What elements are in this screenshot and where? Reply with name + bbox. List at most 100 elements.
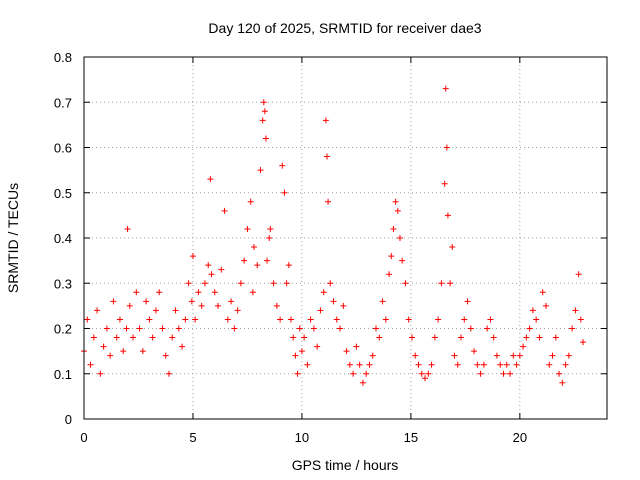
- data-point: [497, 361, 504, 368]
- data-point: [261, 108, 268, 115]
- data-point: [249, 289, 256, 296]
- data-point: [366, 361, 373, 368]
- data-point: [162, 352, 169, 359]
- data-point: [549, 352, 556, 359]
- data-points: [81, 85, 587, 386]
- data-point: [399, 257, 406, 264]
- data-point: [264, 257, 271, 264]
- data-point: [490, 334, 497, 341]
- data-point: [87, 361, 94, 368]
- data-point: [523, 334, 530, 341]
- data-point: [575, 271, 582, 278]
- data-point: [175, 325, 182, 332]
- data-point: [320, 289, 327, 296]
- data-point: [288, 316, 295, 323]
- data-point: [267, 225, 274, 232]
- data-point: [254, 262, 261, 269]
- data-point: [247, 198, 254, 205]
- data-point: [379, 298, 386, 305]
- data-point: [412, 352, 419, 359]
- x-axis-label: GPS time / hours: [292, 457, 399, 473]
- data-point: [447, 280, 454, 287]
- data-point: [189, 253, 196, 260]
- x-tick-labels: 0 5 10 15 20: [80, 430, 527, 445]
- data-point: [392, 198, 399, 205]
- data-point: [257, 167, 264, 174]
- y-tick-label: 0.8: [54, 50, 72, 65]
- data-point: [304, 361, 311, 368]
- y-axis-label: SRMTID / TECUs: [5, 183, 21, 293]
- data-point: [146, 316, 153, 323]
- data-point: [350, 370, 357, 377]
- data-point: [136, 325, 143, 332]
- data-point: [577, 316, 584, 323]
- data-point: [542, 302, 549, 309]
- data-point: [323, 153, 330, 160]
- data-point: [369, 352, 376, 359]
- data-point: [107, 352, 114, 359]
- grid-lines: [84, 57, 607, 419]
- chart-title: Day 120 of 2025, SRMTID for receiver dae…: [208, 20, 481, 36]
- data-point: [353, 343, 360, 350]
- y-tick-labels: 0 0.1 0.2 0.3 0.4 0.5 0.6 0.7 0.8: [54, 50, 72, 427]
- data-point: [572, 307, 579, 314]
- data-point: [130, 334, 137, 341]
- data-point: [396, 235, 403, 241]
- data-point: [454, 361, 461, 368]
- data-point: [408, 334, 415, 341]
- data-point: [290, 334, 297, 341]
- data-point: [314, 343, 321, 350]
- data-point: [124, 225, 131, 232]
- data-point: [169, 334, 176, 341]
- data-point: [510, 352, 517, 359]
- data-point: [373, 325, 380, 332]
- data-point: [116, 316, 123, 323]
- data-point: [449, 244, 456, 251]
- data-point: [569, 325, 576, 332]
- data-point: [529, 307, 536, 314]
- data-point: [207, 176, 214, 183]
- data-point: [188, 298, 195, 305]
- data-point: [215, 302, 222, 309]
- data-point: [113, 334, 120, 341]
- data-point: [149, 334, 156, 341]
- data-point: [126, 302, 133, 309]
- data-point: [234, 307, 241, 314]
- data-point: [451, 352, 458, 359]
- data-point: [526, 325, 533, 332]
- data-point: [133, 289, 140, 296]
- data-point: [310, 325, 317, 332]
- data-point: [405, 316, 412, 323]
- y-tick-label: 0.3: [54, 276, 72, 291]
- y-tick-label: 0.7: [54, 95, 72, 110]
- data-point: [156, 289, 163, 296]
- data-point: [500, 370, 507, 377]
- data-point: [520, 343, 527, 350]
- data-point: [292, 352, 299, 359]
- data-point: [444, 212, 451, 219]
- data-point: [228, 298, 235, 305]
- data-point: [218, 266, 225, 273]
- data-point: [179, 343, 186, 350]
- axis-ticks: [83, 56, 607, 420]
- data-point: [418, 370, 425, 377]
- data-point: [471, 348, 478, 355]
- data-point: [208, 271, 215, 278]
- data-point: [120, 348, 127, 355]
- data-point: [296, 325, 303, 332]
- data-point: [152, 307, 159, 314]
- data-point: [474, 361, 481, 368]
- data-point: [422, 375, 429, 382]
- data-point: [270, 280, 277, 287]
- x-tick-label: 20: [513, 430, 527, 445]
- data-point: [205, 262, 212, 269]
- data-point: [139, 348, 146, 355]
- data-point: [343, 348, 350, 355]
- y-tick-label: 0.5: [54, 186, 72, 201]
- data-point: [390, 225, 397, 232]
- x-tick-label: 10: [295, 430, 309, 445]
- data-point: [477, 370, 484, 377]
- data-point: [285, 262, 292, 269]
- data-point: [340, 302, 347, 309]
